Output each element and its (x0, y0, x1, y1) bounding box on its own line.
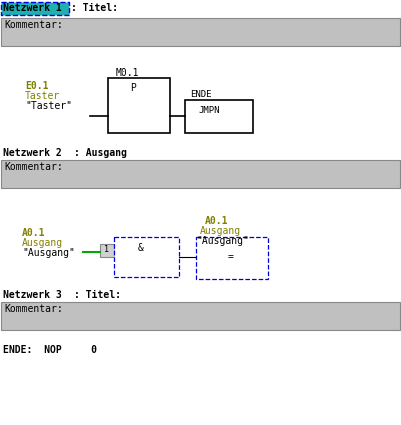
Text: A0.1: A0.1 (22, 228, 45, 238)
Text: "Ausgang": "Ausgang" (22, 248, 75, 258)
Text: Kommentar:: Kommentar: (4, 162, 63, 172)
Bar (1, 2, 69, 15)
Bar (185, 100, 253, 133)
Bar (1, 160, 400, 188)
Text: Netzwerk 2: Netzwerk 2 (3, 148, 62, 158)
Text: &: & (138, 243, 144, 253)
Text: A0.1: A0.1 (205, 216, 229, 226)
Text: : Titel:: : Titel: (71, 3, 118, 13)
Text: ENDE: ENDE (190, 90, 211, 99)
Bar (196, 237, 268, 279)
Text: Ausgang: Ausgang (200, 226, 241, 236)
Text: "Ausgang": "Ausgang" (196, 236, 249, 246)
Text: Kommentar:: Kommentar: (4, 20, 63, 30)
Text: E0.1: E0.1 (25, 81, 49, 91)
Text: : Titel:: : Titel: (74, 290, 121, 300)
Text: =: = (228, 252, 234, 262)
Bar (1, 18, 400, 46)
Bar (108, 78, 170, 133)
Bar (1, 302, 400, 330)
Text: Taster: Taster (25, 91, 60, 101)
Text: JMPN: JMPN (198, 106, 219, 115)
Text: Kommentar:: Kommentar: (4, 304, 63, 314)
Bar (114, 237, 179, 277)
Text: : Ausgang: : Ausgang (74, 148, 127, 158)
Text: P: P (130, 83, 136, 93)
Text: ENDE:  NOP     0: ENDE: NOP 0 (3, 345, 97, 355)
Text: "Taster": "Taster" (25, 101, 72, 111)
Text: 1: 1 (104, 245, 109, 254)
Text: Netzwerk 1: Netzwerk 1 (3, 3, 62, 13)
Bar (100, 244, 114, 257)
Text: Netzwerk 3: Netzwerk 3 (3, 290, 62, 300)
Text: M0.1: M0.1 (116, 68, 140, 78)
Text: Ausgang: Ausgang (22, 238, 63, 248)
